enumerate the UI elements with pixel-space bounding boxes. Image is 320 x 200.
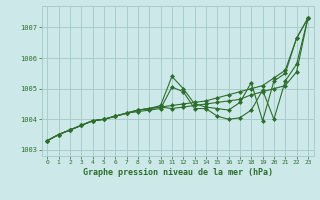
X-axis label: Graphe pression niveau de la mer (hPa): Graphe pression niveau de la mer (hPa) — [83, 168, 273, 177]
